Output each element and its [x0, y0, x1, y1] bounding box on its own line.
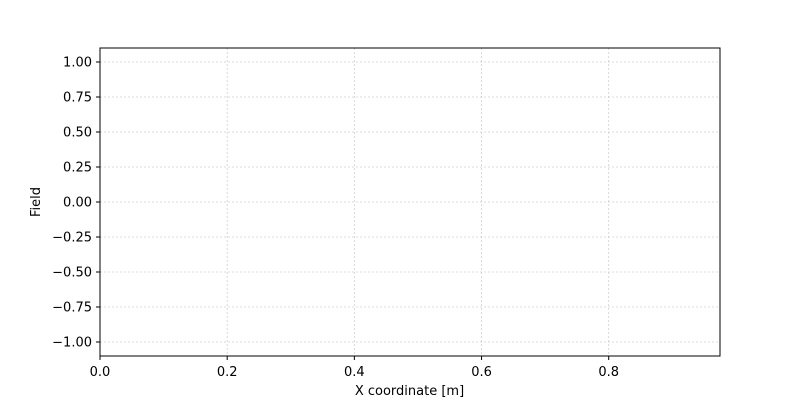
x-tick-label: 0.8 [598, 365, 619, 380]
y-tick-label: 0.00 [63, 196, 92, 211]
y-tick-label: −0.50 [52, 266, 92, 281]
y-tick-label: 0.75 [63, 91, 92, 106]
grid-lines [99, 48, 720, 356]
y-tick-label: 0.50 [63, 126, 92, 141]
y-axis-ticks: 1.00 0.75 0.50 0.25 0.00 −0.25 −0.50 −0.75 −1.00 [52, 56, 100, 351]
x-axis-label: X coordinate [m] [355, 384, 464, 399]
x-tick-label: 0.4 [344, 365, 365, 380]
y-axis-label: Field [29, 187, 44, 217]
x-tick-label: 0.0 [90, 365, 111, 380]
x-tick-label: 0.6 [471, 365, 492, 380]
y-tick-label: 1.00 [63, 56, 92, 71]
y-tick-label: 0.25 [63, 161, 92, 176]
y-tick-label: −0.75 [52, 301, 92, 316]
x-tick-label: 0.2 [217, 365, 238, 380]
y-tick-label: −0.25 [52, 231, 92, 246]
y-tick-label: −1.00 [52, 336, 92, 351]
x-axis-ticks: 0.0 0.2 0.4 0.6 0.8 [90, 356, 619, 380]
